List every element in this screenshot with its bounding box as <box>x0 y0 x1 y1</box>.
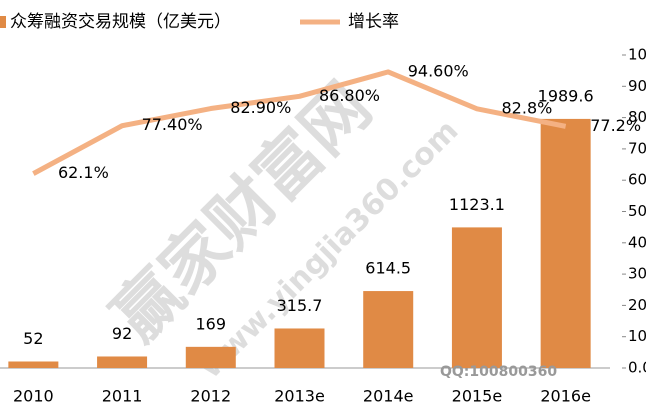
y2-tick-label: 10.0% <box>628 327 646 345</box>
y2-tick-label: 20.0% <box>628 296 646 314</box>
bar-value-label: 92 <box>112 324 132 343</box>
x-tick-label: 2016e <box>540 387 591 406</box>
bar <box>8 361 59 368</box>
growth-line <box>32 69 567 176</box>
bar-value-label: 315.7 <box>277 296 323 315</box>
line-value-label: 94.60% <box>408 61 469 80</box>
y2-tick-label: 80.0% <box>628 108 646 126</box>
x-tick-label: 2015e <box>452 387 503 406</box>
y2-tick-label: 30.0% <box>628 265 646 283</box>
x-tick-label: 2012 <box>190 387 231 406</box>
line-value-label: 62.1% <box>58 163 109 182</box>
y2-tick-label: 40.0% <box>628 233 646 251</box>
x-tick-label: 2014e <box>363 387 414 406</box>
line-value-label: 77.40% <box>142 115 203 134</box>
bar <box>185 346 236 368</box>
y2-tick-label: 50.0% <box>628 202 646 220</box>
legend-swatch <box>0 16 6 28</box>
y2-tick-label: 70.0% <box>628 139 646 157</box>
y2-tick-label: 100.0% <box>628 46 646 64</box>
line-value-label: 86.80% <box>319 86 380 105</box>
bar <box>97 356 148 368</box>
y2-tick-label: 60.0% <box>628 171 646 189</box>
bar-value-label: 614.5 <box>365 259 411 278</box>
bar-value-label: 1989.6 <box>538 86 594 105</box>
footnote: QQ:100800360 <box>440 364 557 380</box>
bar <box>363 291 414 368</box>
x-tick-label: 2010 <box>13 387 54 406</box>
bar-value-label: 52 <box>23 329 43 348</box>
line-value-label: 82.8% <box>502 98 553 117</box>
y2-tick-label: 0.0% <box>628 359 646 377</box>
bar <box>451 227 502 368</box>
bar <box>274 328 325 368</box>
x-tick-label: 2011 <box>102 387 143 406</box>
bar <box>540 118 591 369</box>
bar-value-label: 169 <box>196 314 227 333</box>
y2-tick-label: 90.0% <box>628 77 646 95</box>
legend-label: 增长率 <box>348 12 399 32</box>
bar-value-label: 1123.1 <box>449 195 505 214</box>
line-value-label: 77.2% <box>590 116 641 135</box>
legend-label: 众筹融资交易规模（亿美元） <box>10 12 231 32</box>
line-value-label: 82.90% <box>230 98 291 117</box>
x-tick-label: 2013e <box>274 387 325 406</box>
